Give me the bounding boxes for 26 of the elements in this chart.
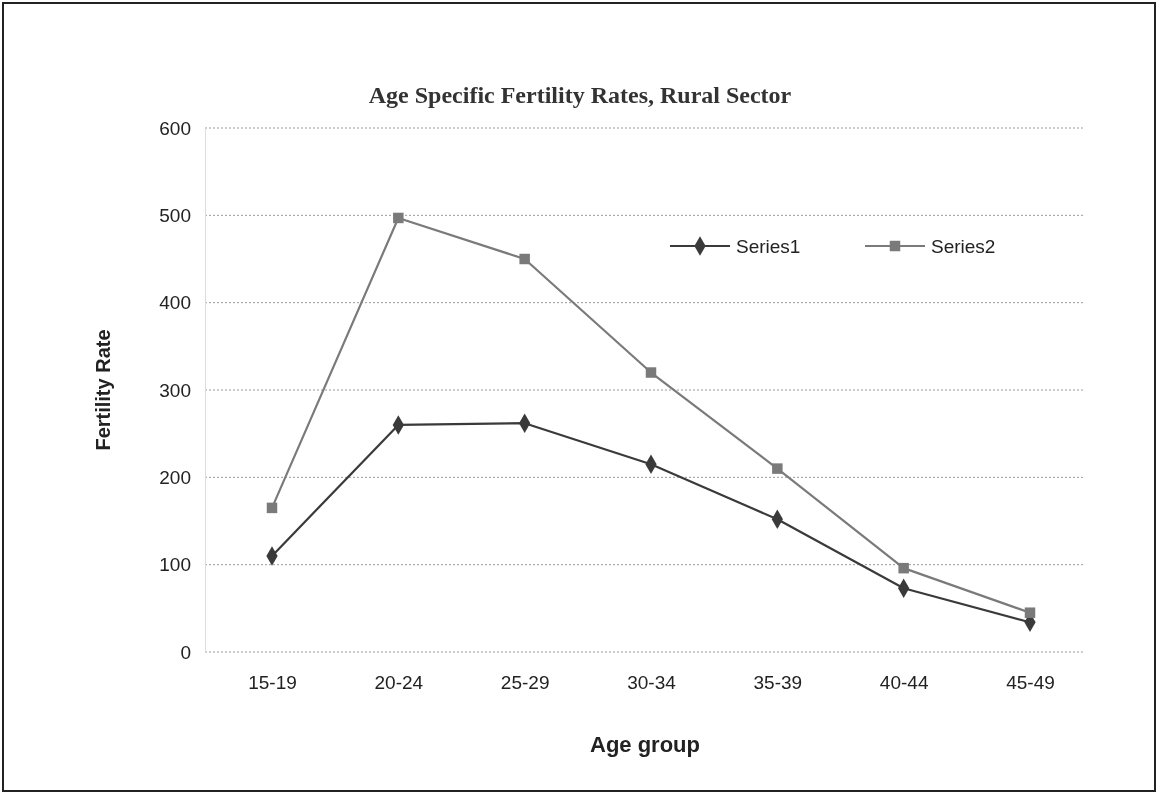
point [393, 212, 404, 224]
y-axis-title: Fertility Rate [92, 329, 114, 451]
x-tick-label: 20-24 [374, 672, 424, 694]
y-tick-label: 400 [159, 292, 191, 314]
legend-label: Series2 [931, 236, 996, 257]
x-tick-label: 35-39 [753, 672, 803, 694]
y-tick-label: 500 [159, 204, 191, 226]
x-axis-title: Age group [590, 732, 700, 757]
point [772, 463, 783, 474]
y-tick-label: 0 [180, 641, 191, 663]
legend-label: Series1 [736, 236, 801, 257]
chart-title: Age Specific Fertility Rates, Rural Sector [368, 82, 792, 108]
point [898, 562, 909, 574]
x-tick-label: 30-34 [627, 672, 677, 694]
x-tick-label: 15-19 [248, 672, 297, 694]
x-tick-label: 45-49 [1006, 672, 1055, 694]
y-tick-label: 100 [159, 554, 191, 576]
y-tick-label: 300 [159, 379, 191, 401]
point [266, 502, 278, 514]
point [519, 253, 530, 265]
y-tick-label: 200 [159, 466, 191, 488]
point [645, 367, 657, 378]
y-tick-label: 600 [159, 117, 191, 139]
x-tick-label: 25-29 [500, 672, 550, 694]
point [1024, 607, 1036, 618]
x-tick-label: 40-44 [879, 672, 929, 694]
